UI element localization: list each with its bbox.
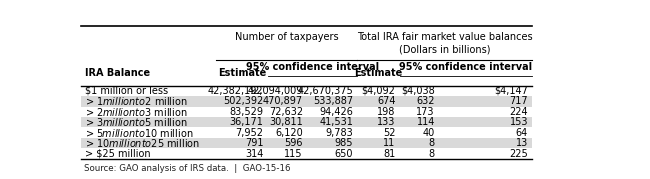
Text: 9,783: 9,783 bbox=[326, 128, 354, 138]
Text: 470,897: 470,897 bbox=[263, 96, 303, 106]
Text: 791: 791 bbox=[245, 138, 264, 148]
Text: 596: 596 bbox=[285, 138, 303, 148]
Text: 533,887: 533,887 bbox=[313, 96, 354, 106]
Text: 42,382,192: 42,382,192 bbox=[208, 86, 264, 96]
Text: 114: 114 bbox=[417, 117, 435, 127]
Text: > $10 million to $25 million: > $10 million to $25 million bbox=[84, 137, 200, 149]
Text: 115: 115 bbox=[285, 149, 303, 159]
Text: $4,147: $4,147 bbox=[494, 86, 528, 96]
Text: 225: 225 bbox=[510, 149, 528, 159]
Text: Estimate: Estimate bbox=[218, 68, 266, 78]
Text: 72,632: 72,632 bbox=[269, 107, 303, 117]
Text: 36,171: 36,171 bbox=[229, 117, 264, 127]
Text: 8: 8 bbox=[429, 149, 435, 159]
Text: IRA Balance: IRA Balance bbox=[84, 68, 150, 78]
Text: > $25 million: > $25 million bbox=[84, 149, 150, 159]
Text: 83,529: 83,529 bbox=[229, 107, 264, 117]
Text: 632: 632 bbox=[417, 96, 435, 106]
Text: 40: 40 bbox=[422, 128, 435, 138]
Text: > $5 million to $10 million: > $5 million to $10 million bbox=[84, 127, 193, 139]
Text: > $3 million to $5 million: > $3 million to $5 million bbox=[84, 116, 187, 128]
Bar bbox=[81, 86, 532, 96]
Text: 64: 64 bbox=[516, 128, 528, 138]
Text: 985: 985 bbox=[335, 138, 354, 148]
Bar bbox=[81, 127, 532, 138]
Text: 314: 314 bbox=[245, 149, 264, 159]
Text: 42,094,009: 42,094,009 bbox=[248, 86, 303, 96]
Text: 224: 224 bbox=[510, 107, 528, 117]
Text: $4,092: $4,092 bbox=[361, 86, 396, 96]
Text: 502,392: 502,392 bbox=[224, 96, 264, 106]
Text: 8: 8 bbox=[429, 138, 435, 148]
Bar bbox=[81, 148, 532, 159]
Text: 95% confidence interval: 95% confidence interval bbox=[399, 62, 532, 72]
Text: $4,038: $4,038 bbox=[401, 86, 435, 96]
Text: $1 million or less: $1 million or less bbox=[84, 86, 168, 96]
Text: Total IRA fair market value balances: Total IRA fair market value balances bbox=[357, 32, 532, 42]
Text: Estimate: Estimate bbox=[354, 68, 402, 78]
Text: 95% confidence interval: 95% confidence interval bbox=[246, 62, 379, 72]
Text: 30,811: 30,811 bbox=[269, 117, 303, 127]
Text: Source: GAO analysis of IRS data.  |  GAO-15-16: Source: GAO analysis of IRS data. | GAO-… bbox=[84, 164, 291, 173]
Text: 153: 153 bbox=[510, 117, 528, 127]
Bar bbox=[81, 96, 532, 107]
Text: 81: 81 bbox=[384, 149, 396, 159]
Text: 11: 11 bbox=[384, 138, 396, 148]
Text: 6,120: 6,120 bbox=[275, 128, 303, 138]
Text: 7,952: 7,952 bbox=[235, 128, 264, 138]
Bar bbox=[81, 138, 532, 148]
Bar bbox=[81, 117, 532, 127]
Text: 173: 173 bbox=[417, 107, 435, 117]
Text: 13: 13 bbox=[516, 138, 528, 148]
Text: 94,426: 94,426 bbox=[319, 107, 354, 117]
Text: 42,670,375: 42,670,375 bbox=[298, 86, 354, 96]
Text: 674: 674 bbox=[377, 96, 396, 106]
Text: Number of taxpayers: Number of taxpayers bbox=[235, 32, 339, 42]
Text: (Dollars in billions): (Dollars in billions) bbox=[399, 45, 491, 55]
Bar bbox=[81, 107, 532, 117]
Text: 41,531: 41,531 bbox=[319, 117, 354, 127]
Text: 717: 717 bbox=[510, 96, 528, 106]
Text: > $1 million to $2 million: > $1 million to $2 million bbox=[84, 95, 187, 107]
Text: 198: 198 bbox=[377, 107, 396, 117]
Text: 650: 650 bbox=[335, 149, 354, 159]
Text: > $2 million to $3 million: > $2 million to $3 million bbox=[84, 106, 187, 118]
Text: 52: 52 bbox=[383, 128, 396, 138]
Text: 133: 133 bbox=[377, 117, 396, 127]
